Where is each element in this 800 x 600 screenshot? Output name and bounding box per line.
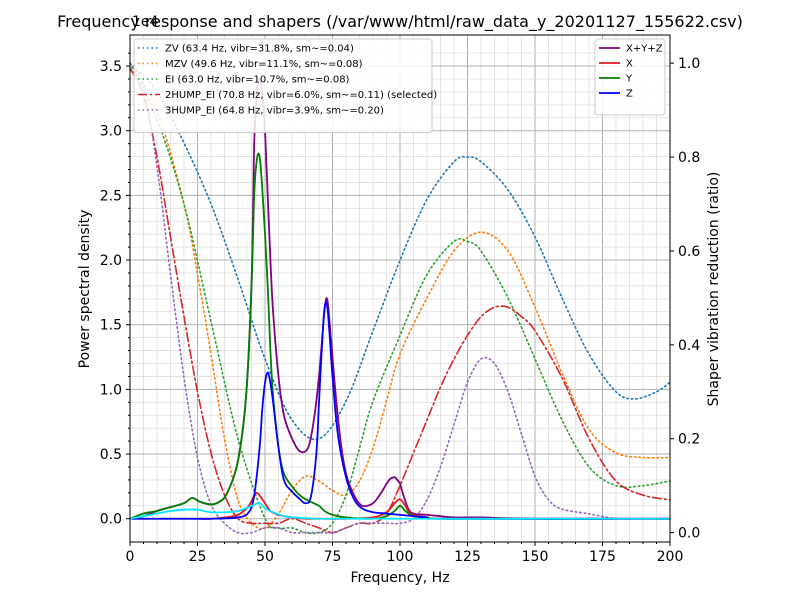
- y-multiplier: 1e4: [132, 14, 159, 30]
- x-tick-label: 100: [387, 549, 414, 565]
- psd-legend: X+Y+Z XYZ: [594, 38, 666, 116]
- shaper-curves: [129, 62, 671, 535]
- x-axis-label: Frequency, Hz: [350, 570, 449, 586]
- psd-line-z: [129, 301, 671, 520]
- shaper-legend-box: [133, 38, 433, 133]
- shaper-line-ei: [129, 62, 671, 535]
- y-right-tick-label: 0.8: [678, 150, 700, 166]
- x-axis-ticks: 0 25 50 75 100 125 150 175 200: [126, 542, 684, 565]
- psd-legend-box: [594, 38, 666, 116]
- y-right-axis-label: Shaper vibration reduction (ratio): [706, 172, 722, 407]
- y-tick-label: 3.5: [100, 59, 122, 75]
- psd-legend-label: X+Y+Z: [626, 44, 663, 55]
- y-axis-ticks: 0.0 0.5 1.0 1.5 2.0 2.5 3.0 3.5: [100, 52, 130, 528]
- y-right-axis-ticks: 0.0 0.2 0.4 0.6 0.8 1.0: [670, 56, 700, 542]
- shaper-line-mzv: [129, 62, 671, 530]
- x-tick-label: 0: [126, 549, 135, 565]
- psd-line-y: [129, 152, 671, 520]
- y-right-tick-label: 0.0: [678, 526, 700, 542]
- y-axis-label: Power spectral density: [77, 210, 93, 369]
- shaper-line-3hump-ei: [129, 62, 671, 535]
- y-tick-label: 0.5: [100, 447, 122, 463]
- shaper-legend: ZV (63.4 Hz, vibr=31.8%, sm~=0.04) MZV (4…: [133, 38, 437, 133]
- x-tick-label: 50: [256, 549, 274, 565]
- psd-legend-label: Y: [625, 74, 633, 85]
- y-tick-label: 1.0: [100, 382, 122, 398]
- y-tick-label: 0.0: [100, 512, 122, 528]
- x-tick-label: 25: [189, 549, 207, 565]
- y-right-tick-label: 0.4: [678, 338, 700, 354]
- chart-title: Frequency response and shapers (/var/www…: [57, 12, 743, 32]
- x-tick-label: 175: [589, 549, 616, 565]
- y-right-tick-label: 1.0: [678, 56, 700, 72]
- shaper-legend-label: ZV (63.4 Hz, vibr=31.8%, sm~=0.04): [165, 44, 354, 55]
- psd-legend-label: Z: [626, 89, 633, 100]
- x-tick-label: 200: [657, 549, 684, 565]
- y-right-tick-label: 0.6: [678, 244, 700, 260]
- x-tick-label: 75: [324, 549, 342, 565]
- x-tick-label: 150: [522, 549, 549, 565]
- shaper-legend-label: 2HUMP_EI (70.8 Hz, vibr=6.0%, sm~=0.11) …: [165, 90, 437, 101]
- y-tick-label: 1.5: [100, 318, 122, 334]
- y-tick-label: 3.0: [100, 124, 122, 140]
- y-tick-label: 2.0: [100, 253, 122, 269]
- psd-line-combined-4: [129, 502, 670, 520]
- shaper-legend-label: 3HUMP_EI (64.8 Hz, vibr=3.9%, sm~=0.20): [165, 106, 384, 117]
- shaper-line-zv: [129, 62, 671, 441]
- shaper-legend-label: MZV (49.6 Hz, vibr=11.1%, sm~=0.08): [165, 59, 363, 70]
- y-right-tick-label: 0.2: [678, 432, 700, 448]
- y-tick-label: 2.5: [100, 188, 122, 204]
- x-tick-label: 125: [454, 549, 481, 565]
- psd-curves: [129, 78, 671, 520]
- psd-legend-label: X: [626, 59, 633, 70]
- shaper-legend-label: EI (63.0 Hz, vibr=10.7%, sm~=0.08): [165, 75, 350, 86]
